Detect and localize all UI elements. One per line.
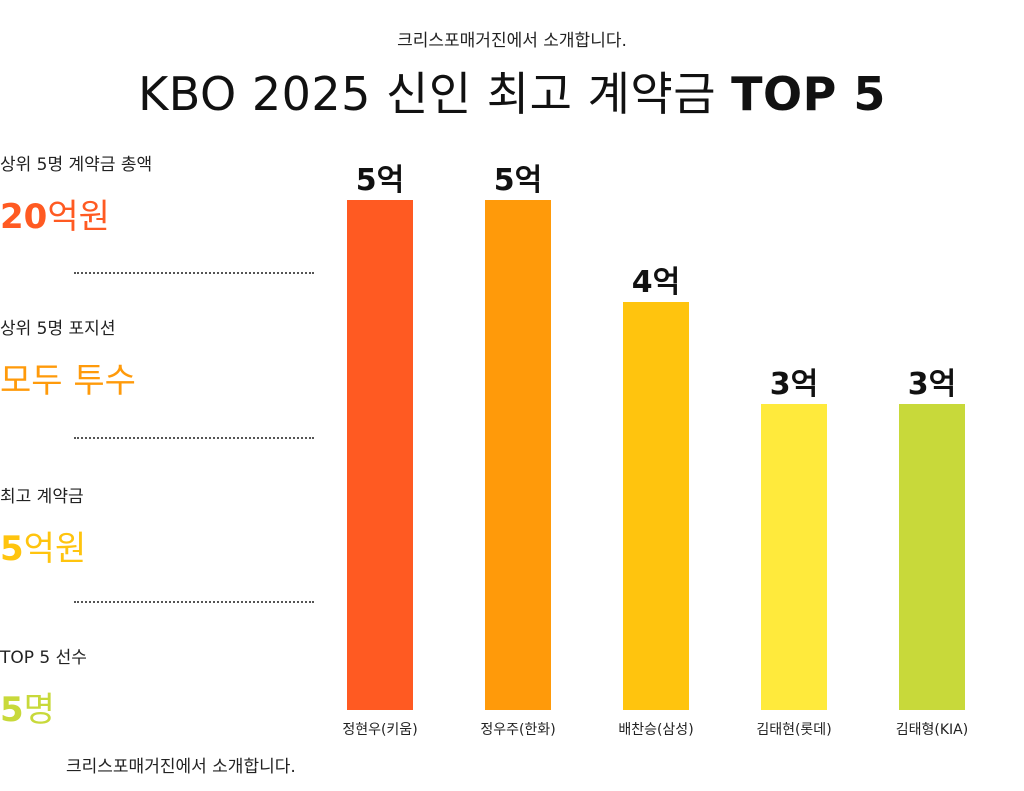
category-label: 김태형(KIA) (896, 722, 968, 738)
bar (899, 404, 965, 710)
stat-number: 5 (0, 690, 24, 730)
stat-value: 모두 투수 (0, 353, 250, 402)
stat-label: 최고 계약금 (0, 487, 84, 507)
category-label: 배찬승(삼성) (618, 722, 693, 738)
data-label: 5억 (494, 163, 542, 198)
category-label: 정현우(키움) (342, 722, 417, 738)
stat-unit: 억원 (47, 197, 110, 237)
stat-number: 5 (0, 529, 24, 569)
bar (347, 200, 413, 710)
divider (74, 601, 314, 603)
stat-unit: 억원 (23, 529, 87, 569)
data-label: 3억 (908, 367, 956, 402)
bar (623, 302, 689, 710)
stat-value: 20억원 (0, 189, 250, 238)
subtitle: 크리스포매거진에서 소개합니다. (397, 31, 627, 51)
data-label: 3억 (770, 367, 818, 402)
stat-position: 상위 5명 포지션 모두 투수 (0, 314, 250, 402)
category-label: 정우주(한화) (480, 722, 555, 738)
stat-player-count: TOP 5 선수 5명 (0, 643, 250, 731)
stat-number: 20 (0, 197, 48, 237)
divider (74, 437, 314, 439)
stat-max-bonus: 최고 계약금 5억원 (0, 482, 250, 570)
stat-total-bonus: 상위 5명 계약금 총액 20억원 (0, 150, 250, 238)
bar (485, 200, 551, 710)
footer-credit: 크리스포매거진에서 소개합니다. (66, 757, 296, 777)
bar (761, 404, 827, 710)
data-label: 4억 (632, 265, 680, 300)
title-bold: TOP 5 (731, 67, 886, 121)
stat-unit: 명 (23, 690, 55, 730)
divider (74, 272, 314, 274)
page-title: KBO 2025 신인 최고 계약금 TOP 5 (0, 58, 1024, 124)
category-label: 김태현(롯데) (756, 722, 831, 738)
stat-label: 상위 5명 포지션 (0, 319, 116, 339)
stat-value: 5억원 (0, 521, 250, 570)
stat-label: TOP 5 선수 (0, 648, 87, 668)
data-label: 5억 (356, 163, 404, 198)
stat-value: 5명 (0, 682, 250, 731)
stat-label: 상위 5명 계약금 총액 (0, 155, 153, 175)
title-main: KBO 2025 신인 최고 계약금 (138, 67, 717, 121)
stat-unit: 모두 투수 (0, 361, 136, 401)
